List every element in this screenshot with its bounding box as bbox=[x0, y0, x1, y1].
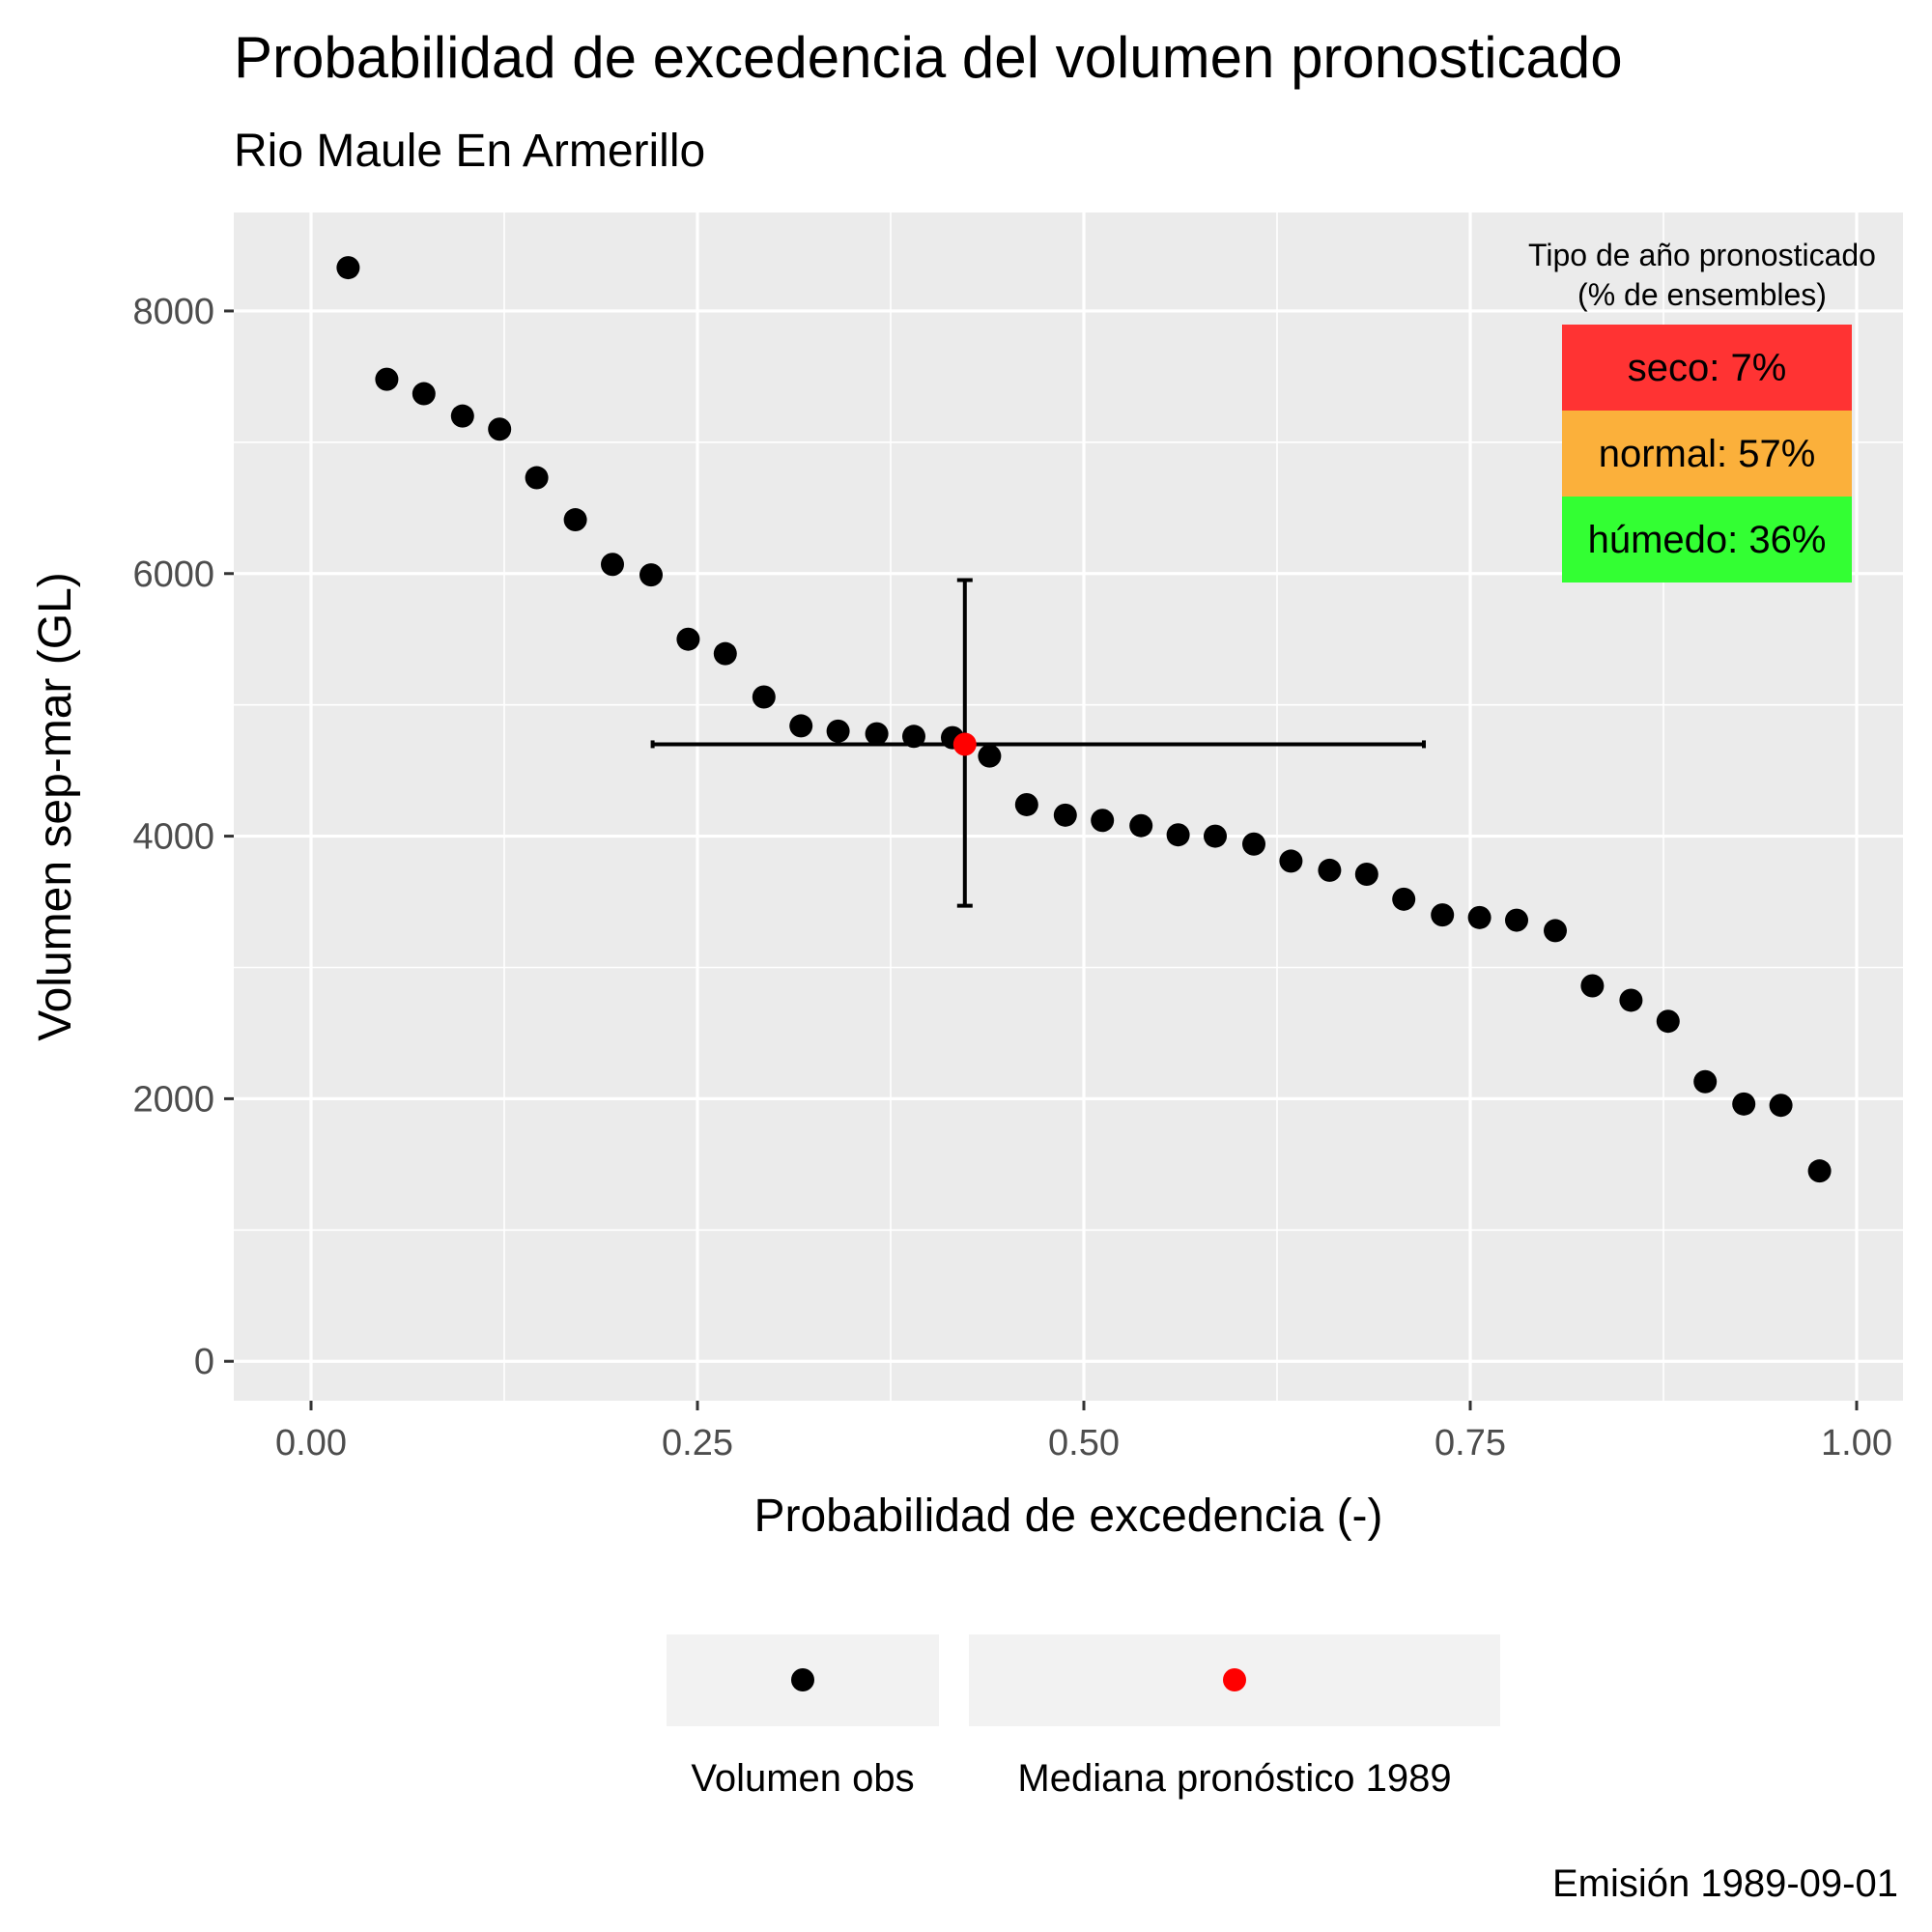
observed-volume-point bbox=[1431, 903, 1455, 927]
legend-key-forecast-point bbox=[1223, 1668, 1246, 1691]
inset-box bbox=[1562, 325, 1852, 411]
observed-volume-point bbox=[450, 404, 474, 428]
observed-volume-point bbox=[978, 744, 1002, 768]
observed-volume-point bbox=[412, 382, 436, 406]
axes: 0.00 0.25 0.50 0.75 1.00 0 2000 4000 6000 8000 bbox=[132, 292, 1892, 1463]
chart-subtitle: Rio Maule En Armerillo bbox=[234, 126, 705, 177]
observed-volume-point bbox=[1129, 813, 1153, 838]
y-axis-label: Volumen sep-mar (GL) bbox=[30, 572, 81, 1041]
legend: Volumen obs Mediana pronóstico 1989 bbox=[667, 1634, 1500, 1800]
caption: Emisión 1989-09-01 bbox=[1552, 1862, 1898, 1905]
observed-volume-point bbox=[826, 719, 850, 743]
observed-volume-point bbox=[1619, 988, 1643, 1012]
type-of-year-inset: Tipo de año pronosticado (% de ensembles… bbox=[1528, 238, 1876, 582]
observed-volume-point bbox=[1091, 809, 1115, 833]
observed-volume-point bbox=[336, 256, 360, 280]
observed-volume-point bbox=[1014, 792, 1038, 816]
observed-volume-point bbox=[488, 417, 512, 441]
x-tick-label: 0.00 bbox=[275, 1423, 347, 1463]
observed-volume-point bbox=[1807, 1159, 1832, 1183]
observed-volume-point bbox=[1053, 803, 1077, 827]
inset-title-line1: Tipo de año pronosticado bbox=[1528, 238, 1876, 272]
observed-volume-point bbox=[1242, 832, 1265, 856]
y-tick-label: 2000 bbox=[132, 1079, 214, 1120]
observed-volume-point bbox=[639, 563, 663, 587]
observed-volume-point bbox=[789, 714, 813, 738]
x-axis-label: Probabilidad de excedencia (-) bbox=[753, 1491, 1382, 1542]
observed-volume-point bbox=[865, 722, 889, 746]
observed-volume-point bbox=[1204, 824, 1227, 848]
observed-volume-point bbox=[375, 367, 399, 391]
x-tick-label: 0.50 bbox=[1048, 1423, 1120, 1463]
observed-volume-point bbox=[1392, 887, 1416, 911]
observed-volume-point bbox=[1732, 1092, 1756, 1116]
x-tick-label: 0.75 bbox=[1435, 1423, 1506, 1463]
inset-box bbox=[1562, 411, 1852, 497]
observed-volume-point bbox=[563, 508, 587, 532]
observed-volume-point bbox=[1544, 919, 1567, 943]
y-tick-label: 0 bbox=[194, 1342, 214, 1382]
legend-label-obs: Volumen obs bbox=[691, 1757, 914, 1800]
observed-volume-point bbox=[1318, 858, 1342, 882]
legend-key-obs-point bbox=[791, 1668, 814, 1691]
x-tick-label: 0.25 bbox=[662, 1423, 733, 1463]
observed-volume-point bbox=[1580, 974, 1605, 998]
observed-volume-point bbox=[1505, 908, 1528, 932]
observed-volume-point bbox=[752, 685, 776, 709]
y-tick-label: 8000 bbox=[132, 292, 214, 332]
observed-volume-point bbox=[713, 641, 737, 666]
observed-volume-point bbox=[601, 553, 624, 577]
inset-box bbox=[1562, 497, 1852, 582]
observed-volume-point bbox=[525, 466, 549, 490]
x-tick-label: 1.00 bbox=[1821, 1423, 1892, 1463]
data-points bbox=[336, 256, 1832, 1183]
legend-label-forecast: Mediana pronóstico 1989 bbox=[1017, 1757, 1451, 1800]
y-tick-label: 4000 bbox=[132, 817, 214, 858]
y-tick-label: 6000 bbox=[132, 554, 214, 595]
observed-volume-point bbox=[1279, 849, 1303, 873]
observed-volume-point bbox=[1769, 1094, 1793, 1118]
observed-volume-point bbox=[1693, 1069, 1718, 1094]
observed-volume-point bbox=[1656, 1009, 1680, 1034]
observed-volume-point bbox=[1354, 862, 1378, 886]
grid-lines bbox=[234, 213, 1903, 1401]
inset-box-label: seco: 7% bbox=[1628, 347, 1787, 389]
observed-volume-point bbox=[1166, 823, 1190, 847]
observed-volume-point bbox=[902, 724, 925, 749]
forecast-median-point bbox=[952, 732, 977, 756]
chart-title: Probabilidad de excedencia del volumen p… bbox=[234, 25, 1623, 90]
observed-volume-point bbox=[1467, 905, 1492, 929]
inset-box-label: normal: 57% bbox=[1599, 433, 1816, 475]
inset-title-line2: (% de ensembles) bbox=[1577, 277, 1827, 312]
inset-box-label: húmedo: 36% bbox=[1588, 519, 1827, 561]
observed-volume-point bbox=[676, 627, 700, 651]
